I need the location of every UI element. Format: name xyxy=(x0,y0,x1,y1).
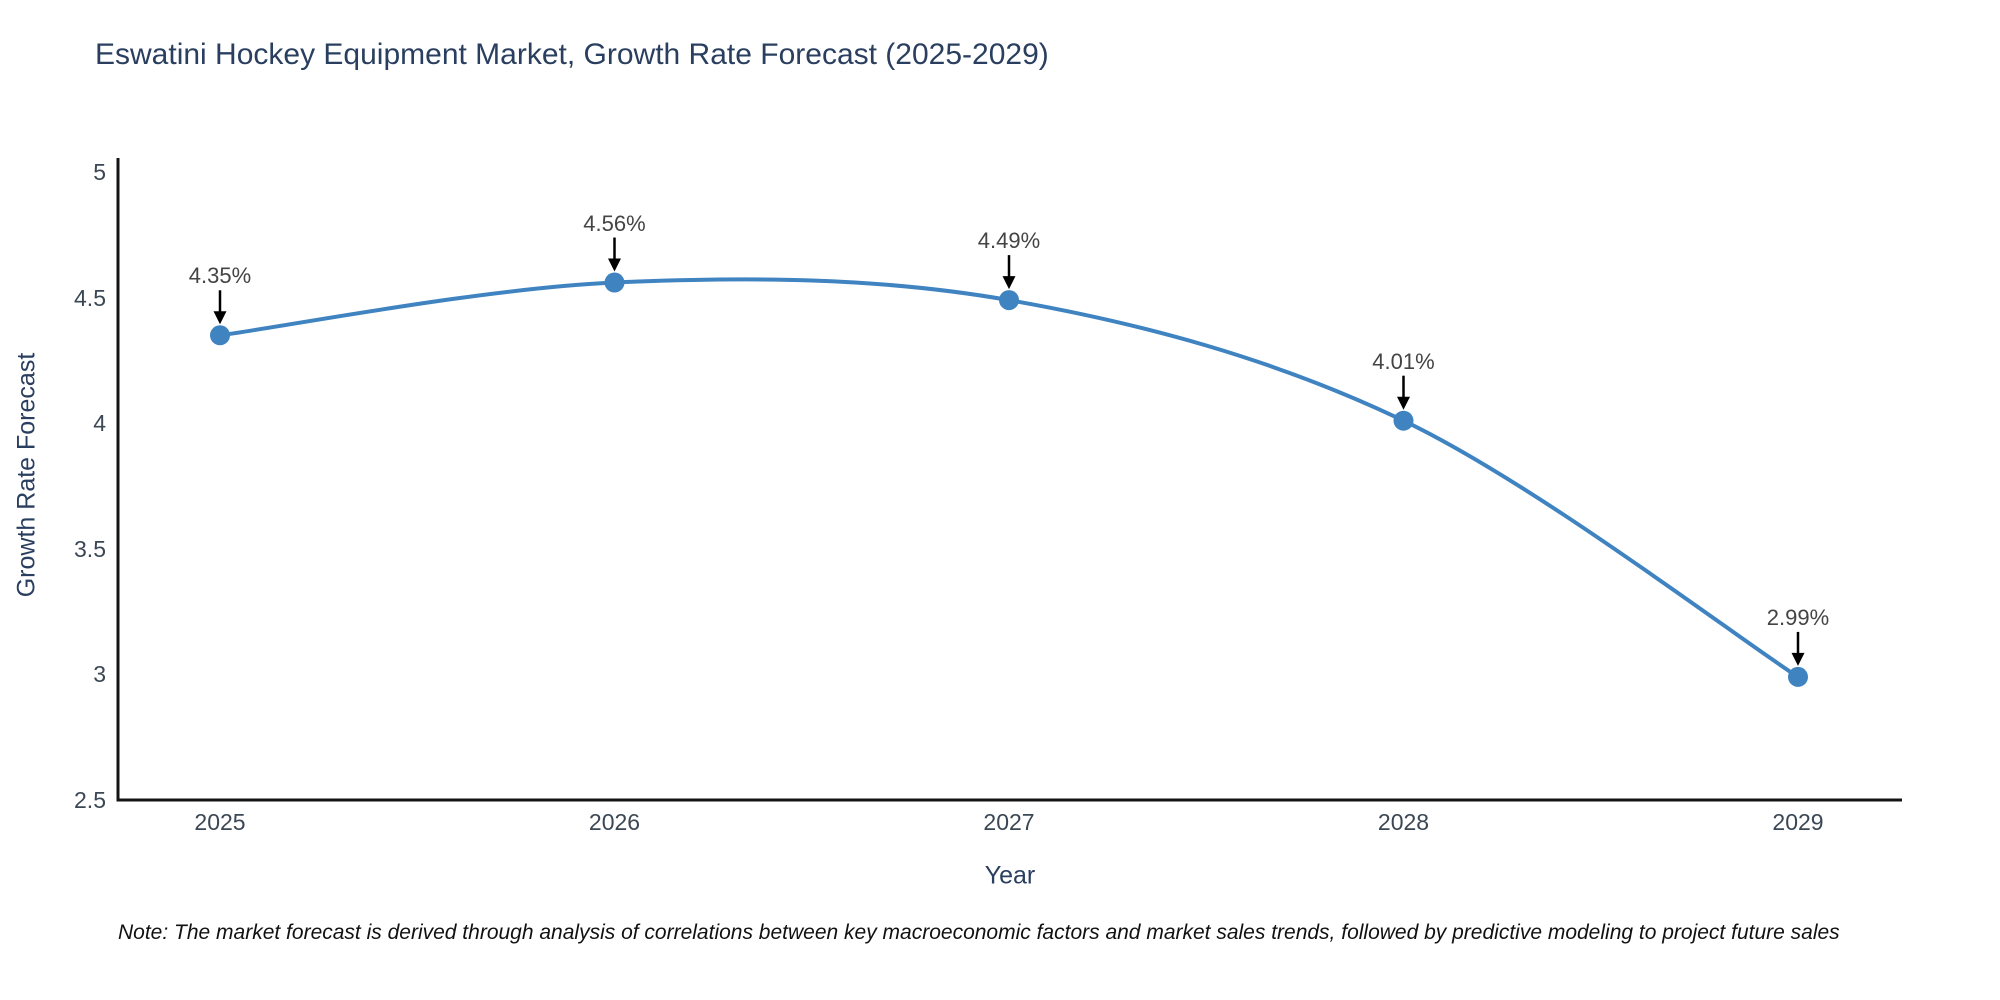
data-point-2028[interactable] xyxy=(1393,410,1414,431)
x-tick-2026: 2026 xyxy=(588,809,641,835)
x-tick-2029: 2029 xyxy=(1772,809,1824,835)
y-axis-title: Growth Rate Forecast xyxy=(12,352,41,598)
forecast-line xyxy=(219,277,1800,679)
y-tick-3: 3 xyxy=(93,661,106,688)
annotation-label-2025: 4.35% xyxy=(188,263,252,289)
annotation-label-2026: 4.56% xyxy=(583,210,646,236)
data-point-2027[interactable] xyxy=(999,290,1019,311)
y-tick-3.5: 3.5 xyxy=(74,535,106,562)
data-point-2029[interactable] xyxy=(1788,666,1808,687)
x-tick-2027: 2027 xyxy=(983,809,1035,835)
annotation-arrowhead xyxy=(608,258,621,272)
y-tick-4: 4 xyxy=(93,410,106,437)
annotation-label-2029: 2.99% xyxy=(1766,604,1830,630)
x-tick-2028: 2028 xyxy=(1377,809,1430,835)
x-tick-2025: 2025 xyxy=(194,809,246,835)
chart-note: Note: The market forecast is derived thr… xyxy=(118,921,1840,944)
data-point-2026[interactable] xyxy=(604,272,625,293)
y-tick-2.5: 2.5 xyxy=(74,787,106,813)
annotation-arrowhead xyxy=(1397,396,1410,410)
y-tick-4.5: 4.5 xyxy=(74,284,106,311)
x-axis-title: Year xyxy=(984,861,1036,890)
annotation-arrowhead xyxy=(1791,652,1805,666)
annotation-label-2028: 4.01% xyxy=(1372,348,1435,374)
annotation-label-2027: 4.49% xyxy=(977,228,1041,254)
annotation-arrowhead xyxy=(213,311,227,325)
annotation-arrowhead xyxy=(1002,276,1016,290)
chart-title: Eswatini Hockey Equipment Market, Growth… xyxy=(95,38,1049,71)
y-tick-5: 5 xyxy=(93,159,106,185)
data-point-2025[interactable] xyxy=(210,325,230,346)
